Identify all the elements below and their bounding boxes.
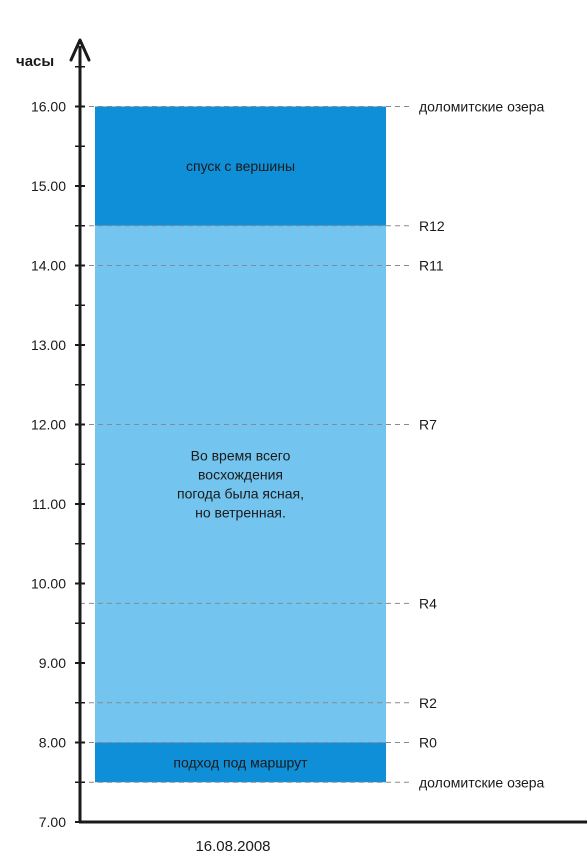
y-tick-label-4: 11.00	[32, 496, 66, 512]
marker-label-1: R0	[419, 735, 437, 751]
segment-label-0: подход под маршрут	[173, 754, 308, 770]
y-ticks: 7.00 8.00 9.00 10.00 11.00 12.00 13.00 14.00 15.…	[31, 66, 85, 830]
y-axis-label: часы	[16, 53, 54, 70]
y-tick-label-8: 15.00	[31, 178, 66, 194]
y-axis-arrow-icon	[69, 38, 91, 62]
y-tick-label-9: 16.00	[31, 99, 66, 115]
bar-segments: подход под маршрут Во время всего восхожде…	[95, 106, 386, 783]
marker-label-7: доломитские озера	[419, 99, 545, 115]
marker-label-0: доломитские озера	[419, 774, 545, 790]
y-tick-label-7: 14.00	[31, 258, 66, 274]
y-tick-label-6: 13.00	[31, 337, 66, 353]
y-tick-label-1: 8.00	[39, 735, 66, 751]
y-tick-label-2: 9.00	[39, 655, 66, 671]
axes	[69, 38, 587, 824]
marker-label-2: R2	[419, 695, 437, 711]
y-tick-label-5: 12.00	[31, 417, 66, 433]
bar-segment-0	[95, 742, 386, 783]
bar-segment-1	[95, 225, 386, 743]
marker-label-4: R7	[419, 417, 437, 433]
y-tick-label-0: 7.00	[39, 814, 66, 830]
segment-label-2: спуск с вершины	[186, 158, 295, 174]
y-tick-label-3: 10.00	[31, 576, 66, 592]
marker-lines: доломитские озера R0 R2 R4 R7 R11 R12 доломитск…	[80, 99, 545, 790]
bar-segment-2	[95, 106, 386, 226]
marker-label-5: R11	[419, 258, 444, 274]
marker-label-6: R12	[419, 218, 445, 234]
segment-label-1: Во время всего восхождения погода была ясн…	[177, 448, 304, 521]
x-axis-label: 16.08.2008	[195, 838, 270, 855]
marker-label-3: R4	[419, 595, 437, 611]
